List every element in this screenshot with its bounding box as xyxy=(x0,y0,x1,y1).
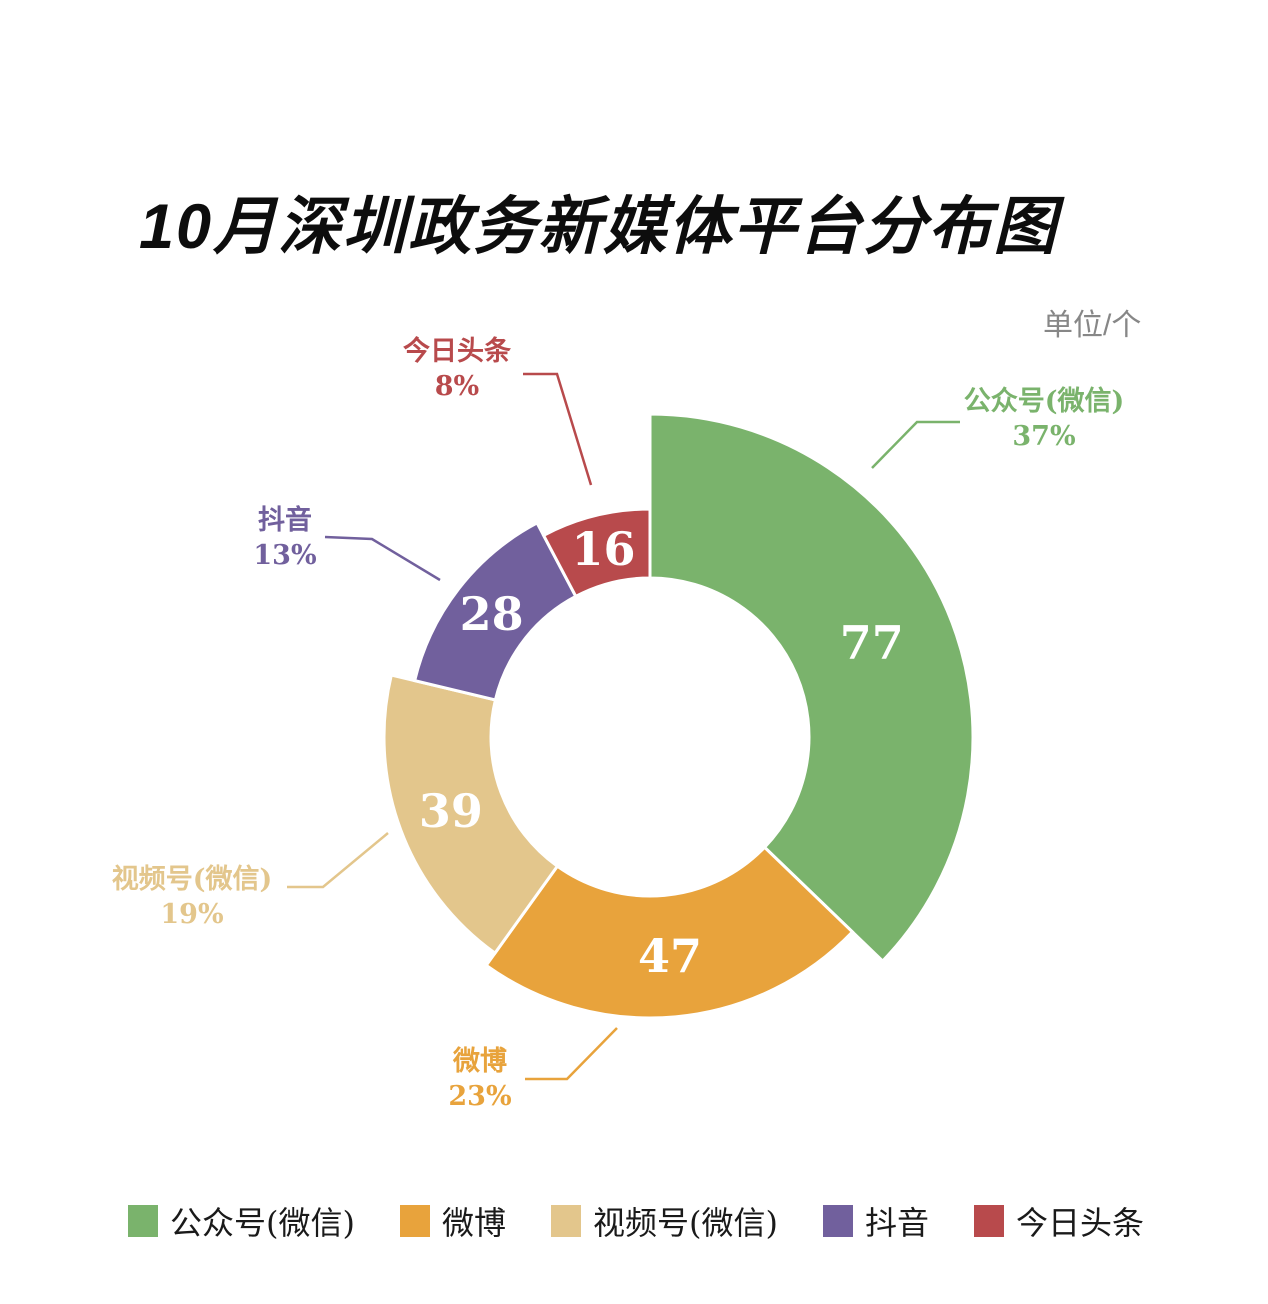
callout-percent: 37% xyxy=(1012,421,1076,452)
callout-公众号(微信): 公众号(微信) 37% xyxy=(964,384,1125,454)
legend-label: 微博 xyxy=(441,1204,506,1242)
legend-swatch xyxy=(551,1205,581,1237)
leader-line-抖音 xyxy=(324,535,441,582)
callout-label: 今日头条 xyxy=(403,336,511,367)
slice-value-微博: 47 xyxy=(638,929,702,983)
pie-slice-今日头条[interactable] xyxy=(541,507,652,599)
legend-item-视频号(微信)[interactable]: 视频号(微信) xyxy=(551,1198,778,1244)
callout-微博: 微博 23% xyxy=(448,1044,511,1114)
legend-swatch xyxy=(974,1205,1004,1237)
pie-slice-公众号(微信)[interactable] xyxy=(648,412,975,964)
callout-label: 抖音 xyxy=(257,505,312,536)
slice-value-视频号(微信): 39 xyxy=(419,784,483,838)
leader-line-微博 xyxy=(525,1027,618,1081)
callout-今日头条: 今日头条 8% xyxy=(403,334,511,404)
legend-label: 今日头条 xyxy=(1016,1204,1145,1242)
callout-percent: 19% xyxy=(160,899,224,930)
pie-slice-微博[interactable] xyxy=(484,845,855,1020)
pie-slice-抖音[interactable] xyxy=(412,520,578,702)
legend-label: 视频号(微信) xyxy=(593,1204,778,1242)
legend: 公众号(微信) 微博 视频号(微信) 抖音 今日头条 xyxy=(128,1198,1144,1244)
leader-line-视频号(微信) xyxy=(287,832,389,889)
slice-value-公众号(微信): 77 xyxy=(840,616,904,670)
unit-label: 单位/个 xyxy=(1043,309,1142,342)
legend-swatch xyxy=(822,1205,853,1237)
callout-label: 公众号(微信) xyxy=(963,386,1125,417)
page-title: 10月深圳政务新媒体平台分布图 xyxy=(139,192,1059,262)
legend-item-微博[interactable]: 微博 xyxy=(399,1198,506,1244)
legend-swatch xyxy=(128,1205,158,1237)
callout-percent: 8% xyxy=(434,371,480,402)
legend-label: 公众号(微信) xyxy=(170,1204,355,1242)
callout-percent: 23% xyxy=(448,1081,512,1112)
legend-item-公众号(微信)[interactable]: 公众号(微信) xyxy=(128,1198,355,1244)
pie-slice-视频号(微信)[interactable] xyxy=(382,673,560,956)
leader-line-今日头条 xyxy=(523,372,593,486)
callout-抖音: 抖音 13% xyxy=(253,503,316,573)
slice-value-抖音: 28 xyxy=(460,587,524,641)
legend-item-今日头条[interactable]: 今日头条 xyxy=(974,1198,1144,1244)
leader-line-公众号(微信) xyxy=(871,420,960,469)
legend-item-抖音[interactable]: 抖音 xyxy=(822,1198,929,1244)
callout-label: 视频号(微信) xyxy=(111,864,273,895)
callout-视频号(微信): 视频号(微信) 19% xyxy=(112,862,273,932)
callout-percent: 13% xyxy=(253,540,317,571)
legend-swatch xyxy=(399,1205,430,1237)
callout-label: 微博 xyxy=(452,1046,507,1077)
legend-label: 抖音 xyxy=(864,1204,929,1242)
slice-value-今日头条: 16 xyxy=(571,522,635,576)
